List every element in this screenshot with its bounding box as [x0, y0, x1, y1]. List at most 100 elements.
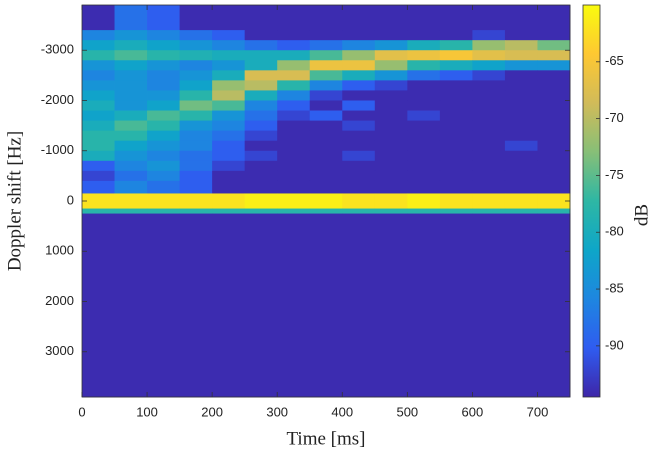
heatmap-cell [439, 90, 473, 101]
heatmap-cell [147, 50, 180, 61]
heatmap-cell [179, 40, 213, 51]
heatmap-cell [212, 213, 246, 398]
heatmap-cell [244, 193, 278, 209]
heatmap-cell [374, 5, 408, 31]
heatmap-cell [114, 80, 148, 91]
heatmap-cell [277, 170, 311, 182]
heatmap-cell [244, 100, 278, 111]
heatmap-cell [504, 110, 538, 121]
heatmap-cell [439, 130, 473, 142]
heatmap-cell [374, 40, 408, 51]
heatmap-cell [537, 80, 571, 91]
heatmap-cell [342, 80, 376, 91]
heatmap-cell [537, 70, 571, 81]
heatmap-cell [407, 80, 441, 91]
heatmap-cell [244, 110, 278, 121]
heatmap-cell [439, 80, 473, 91]
heatmap-cell [439, 140, 473, 152]
heatmap-cell [374, 70, 408, 81]
heatmap-cell [309, 160, 343, 172]
heatmap-cell [179, 150, 213, 162]
heatmap-cell [537, 150, 571, 162]
heatmap-cell [537, 60, 571, 71]
heatmap-cell [472, 90, 506, 101]
heatmap-cell [244, 180, 278, 194]
heatmap-cell [277, 60, 311, 71]
heatmap-cell [472, 110, 506, 121]
heatmap-cell [212, 208, 246, 214]
heatmap-cell [82, 160, 115, 172]
heatmap-cell [309, 130, 343, 142]
heatmap-cell [537, 30, 571, 41]
heatmap-cell [179, 120, 213, 132]
heatmap-cell [342, 100, 376, 111]
heatmap-cell [277, 30, 311, 41]
heatmap-cell [82, 80, 115, 91]
heatmap-cell [212, 140, 246, 152]
heatmap-cell [309, 40, 343, 51]
heatmap-cell [342, 160, 376, 172]
x-tick-label: 100 [136, 404, 158, 419]
heatmap-cell [504, 150, 538, 162]
heatmap-cell [114, 110, 148, 121]
heatmap-cell [82, 150, 115, 162]
heatmap-cell [147, 110, 180, 121]
y-axis-label: Doppler shift [Hz] [4, 131, 25, 271]
heatmap-cell [244, 150, 278, 162]
heatmap-cell [244, 80, 278, 91]
heatmap-cell [439, 170, 473, 182]
x-tick-label: 200 [201, 404, 223, 419]
heatmap-cell [179, 140, 213, 152]
heatmap-cell [179, 193, 213, 209]
heatmap-cell [537, 170, 571, 182]
heatmap-cell [114, 140, 148, 152]
colorbar-tick-label: -65 [605, 53, 624, 68]
heatmap-cell [82, 208, 115, 214]
heatmap-cell [439, 213, 473, 398]
heatmap-cell [439, 120, 473, 132]
heatmap-cell [504, 50, 538, 61]
heatmap-cell [472, 180, 506, 194]
heatmap-cell [82, 130, 115, 142]
heatmap-cell [244, 5, 278, 31]
heatmap-cell [244, 120, 278, 132]
heatmap-cell [537, 208, 571, 214]
heatmap-cell [147, 170, 180, 182]
heatmap-cell [374, 170, 408, 182]
heatmap-cell [439, 208, 473, 214]
heatmap-cell [374, 100, 408, 111]
heatmap-cell [147, 5, 180, 31]
heatmap-cell [114, 100, 148, 111]
heatmap-cell [504, 193, 538, 209]
heatmap-cell [537, 140, 571, 152]
heatmap-cell [212, 170, 246, 182]
heatmap-cell [407, 40, 441, 51]
heatmap-cell [342, 140, 376, 152]
heatmap-cell [244, 40, 278, 51]
heatmap-cell [472, 208, 506, 214]
heatmap-cell [244, 70, 278, 81]
heatmap-cell [277, 150, 311, 162]
heatmap-cell [212, 160, 246, 172]
heatmap-cell [309, 110, 343, 121]
heatmap-cell [472, 120, 506, 132]
y-tick-label: -1000 [41, 142, 74, 157]
heatmap-cell [309, 180, 343, 194]
heatmap-cell [277, 160, 311, 172]
heatmap-cell [179, 160, 213, 172]
heatmap-cell [407, 170, 441, 182]
heatmap-cell [277, 213, 311, 398]
heatmap-cell [342, 130, 376, 142]
x-tick-label: 600 [462, 404, 484, 419]
heatmap-cell [342, 180, 376, 194]
heatmap-cell [407, 140, 441, 152]
heatmap-cell [309, 60, 343, 71]
heatmap-cell [114, 180, 148, 194]
heatmap-cell [537, 180, 571, 194]
heatmap-cell [212, 180, 246, 194]
heatmap-cell [179, 5, 213, 31]
heatmap-cell [537, 160, 571, 172]
heatmap-cell [277, 120, 311, 132]
heatmap-cell [147, 213, 180, 398]
colorbar-tick-label: -80 [605, 224, 624, 239]
